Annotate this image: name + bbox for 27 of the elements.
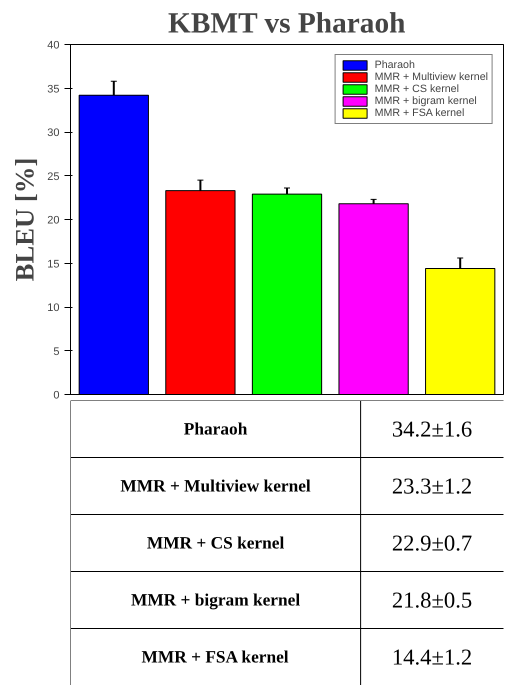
y-tick-label: 15 — [47, 258, 60, 270]
text: MMR + bigram kernel — [130, 590, 300, 610]
text: 21.8±0.5 — [392, 588, 472, 612]
text: 14.4±1.2 — [392, 644, 472, 670]
legend-label: Pharaoh — [374, 59, 415, 71]
text: MMR + Multiview kernel — [120, 476, 311, 496]
legend-label: MMR + Multiview kernel — [374, 71, 488, 83]
y-tick-label: 25 — [47, 170, 60, 183]
y-tick-label: 10 — [47, 302, 60, 314]
text: MMR + FSA kernel — [142, 648, 289, 666]
y-tick-label: 5 — [53, 346, 60, 358]
text: MMR + CS kernel — [146, 534, 284, 552]
chart-title: KBMT vs Pharaoh — [168, 8, 406, 40]
legend-label: MMR + FSA kernel — [374, 107, 464, 119]
legend-label: MMR + CS kernel — [374, 83, 459, 95]
text: 22.9±0.7 — [392, 530, 472, 556]
y-tick-label: 35 — [47, 83, 60, 96]
bar — [338, 203, 409, 394]
text: Pharaoh — [184, 420, 248, 438]
y-tick-label: 40 — [47, 40, 60, 52]
y-axis-title: BLEU [%] — [9, 158, 40, 282]
text: 23.3±1.2 — [392, 474, 472, 498]
y-tick-label: 20 — [47, 214, 60, 226]
text: 34.2±1.6 — [392, 416, 472, 442]
y-tick-label: 30 — [47, 127, 60, 139]
legend-label: MMR + bigram kernel — [374, 95, 477, 107]
y-tick-label: 0 — [53, 390, 60, 402]
